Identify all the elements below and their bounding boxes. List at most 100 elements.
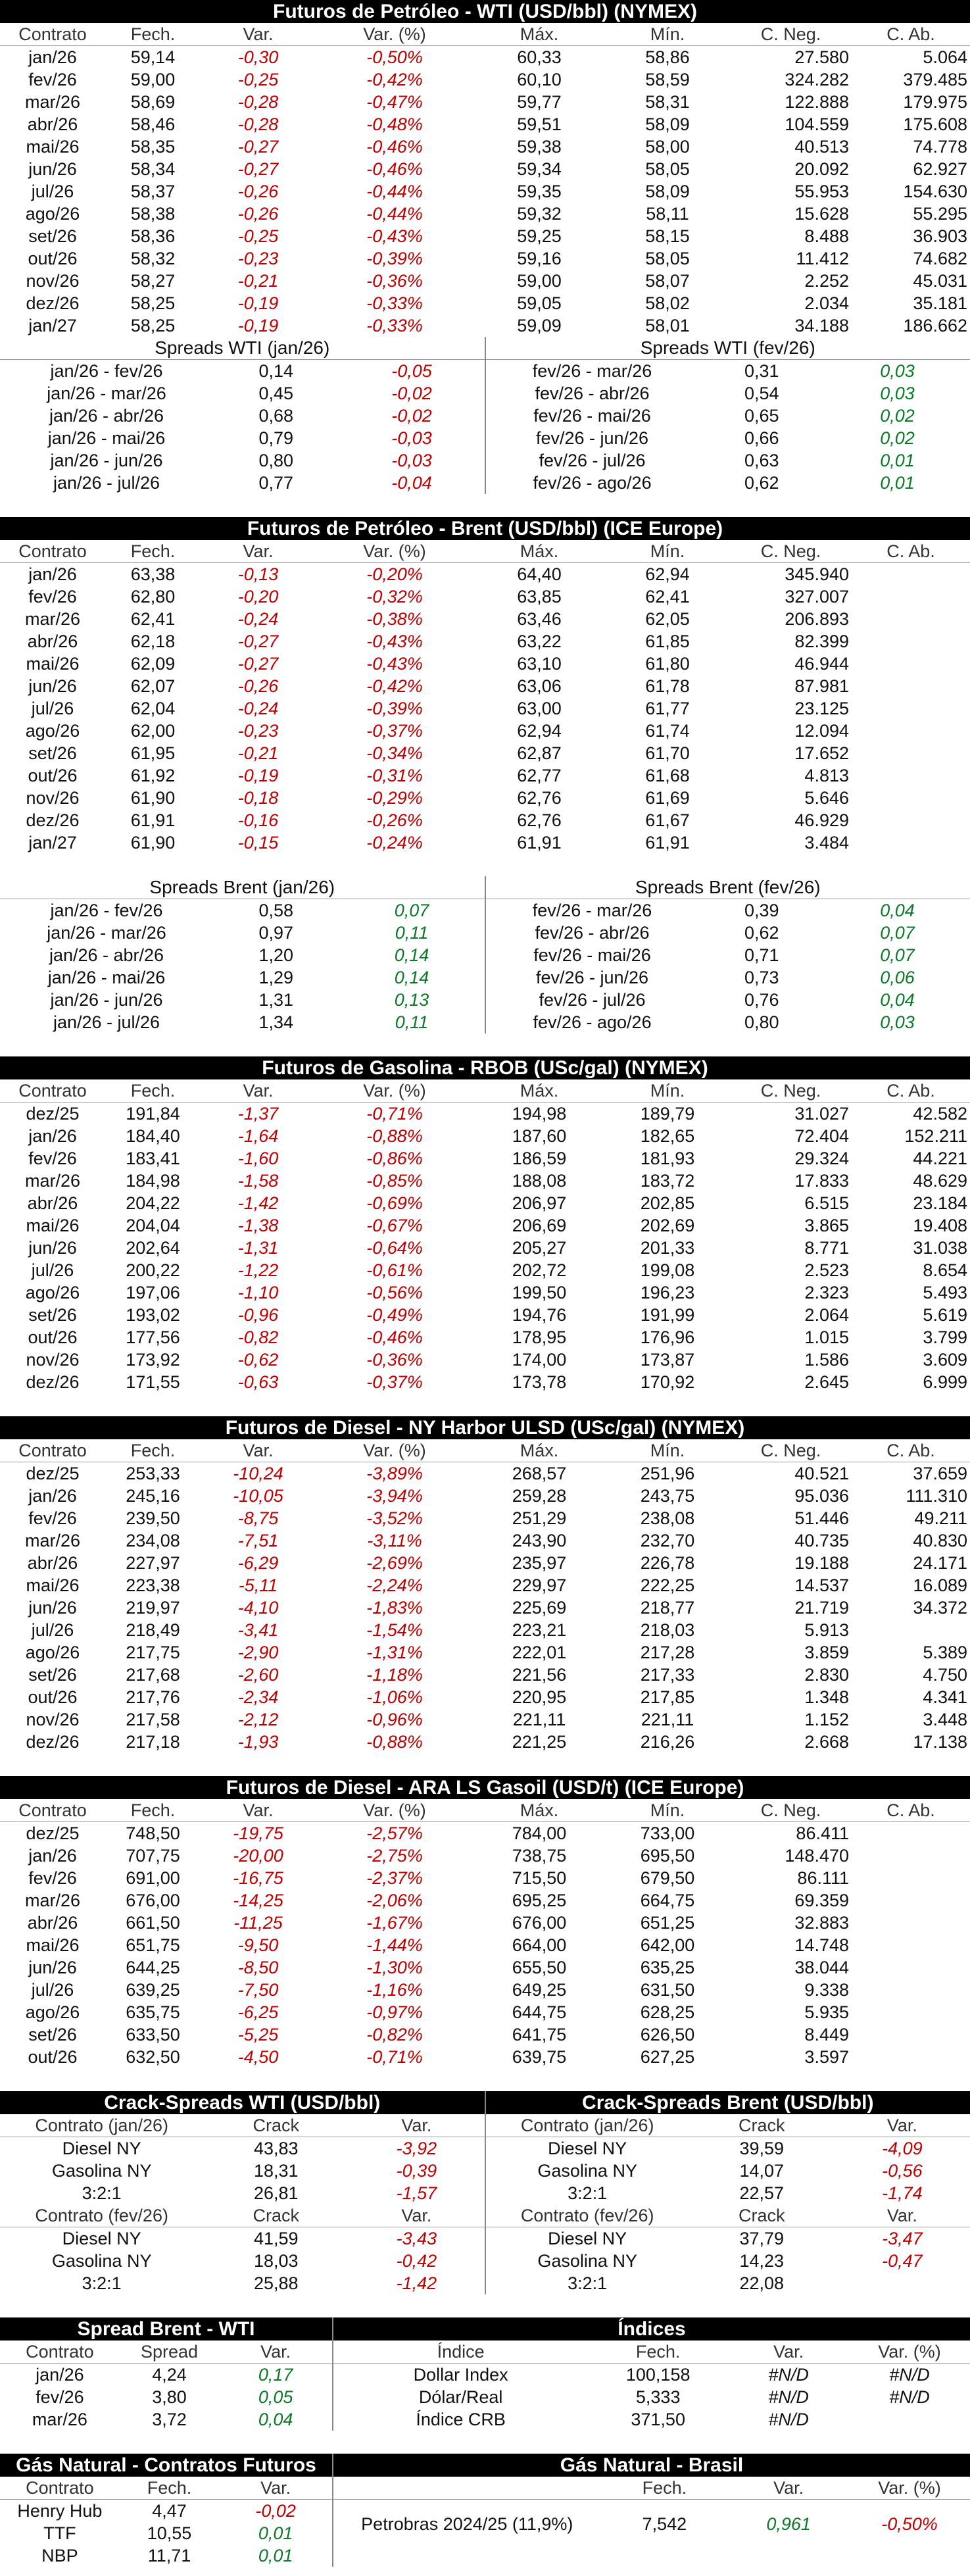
open-interest bbox=[852, 563, 970, 586]
close: 58,32 bbox=[130, 248, 176, 268]
table-row: jan/27 58,25 -0,19 -0,33% 59,09 58,01 34.188 18… bbox=[0, 314, 970, 337]
spread-value: 3,80 bbox=[152, 2387, 187, 2407]
change: -5,11 bbox=[238, 1575, 278, 1595]
spread-name: jan/26 - fev/26 bbox=[50, 900, 163, 920]
crack-value: 14,23 bbox=[739, 2250, 785, 2271]
change-pct: -0,43% bbox=[366, 631, 423, 651]
column-header: Mín. bbox=[605, 1799, 730, 1822]
high: 194,98 bbox=[512, 1103, 567, 1124]
high: 202,72 bbox=[512, 1260, 567, 1280]
high: 223,21 bbox=[512, 1620, 567, 1640]
wti-title: Futuros de Petróleo - WTI (USD/bbl) (NYM… bbox=[0, 0, 970, 23]
change: -1,10 bbox=[237, 1282, 279, 1302]
open-interest bbox=[852, 653, 970, 675]
contract: dez/26 bbox=[26, 1372, 80, 1392]
contract: out/26 bbox=[28, 1687, 78, 1707]
low: 61,77 bbox=[645, 698, 690, 718]
table-header: Contrato Fech. Var. Var. (%) Máx. Mín. C. Neg.… bbox=[0, 23, 970, 46]
open-interest bbox=[852, 1867, 970, 1889]
change-pct: -0,24% bbox=[366, 832, 423, 853]
change: -8,50 bbox=[237, 1957, 279, 1977]
change-pct: -0,44% bbox=[366, 181, 423, 201]
brent-spreads-jan-rows: jan/26 - fev/26 0,58 0,07 jan/26 - mar/26 0,… bbox=[0, 899, 485, 1033]
spread-change: 0,04 bbox=[258, 2409, 293, 2429]
spread-value: 0,58 bbox=[258, 900, 294, 920]
table-header: Contrato Fech. Var. Var. (%) Máx. Mín. C. Neg.… bbox=[0, 1079, 970, 1102]
high: 664,00 bbox=[512, 1935, 567, 1955]
crack-row: 3:2:1 25,88 -1,42 bbox=[0, 2272, 485, 2294]
spread-name: jan/26 - jul/26 bbox=[53, 1012, 160, 1032]
crack-change: -3,47 bbox=[882, 2228, 923, 2248]
volume: 104.559 bbox=[785, 114, 849, 134]
crack-row: Gasolina NY 14,23 -0,47 bbox=[486, 2250, 970, 2272]
open-interest: 24.171 bbox=[913, 1552, 967, 1573]
low: 58,59 bbox=[645, 69, 690, 89]
table-row: Dollar Index 100,158 #N/D #N/D bbox=[333, 2364, 970, 2387]
change-pct: -2,69% bbox=[366, 1552, 423, 1573]
change: -0,27 bbox=[237, 653, 279, 674]
crack-product: Diesel NY bbox=[62, 2228, 141, 2248]
change-pct: -2,06% bbox=[366, 1890, 423, 1910]
change-pct: -0,82% bbox=[366, 2024, 423, 2044]
rbob-table: Contrato Fech. Var. Var. (%) Máx. Mín. C. Neg.… bbox=[0, 1079, 970, 1393]
volume: 324.282 bbox=[785, 69, 849, 89]
contract: mar/26 bbox=[24, 91, 81, 112]
table-row: mar/26 234,08 -7,51 -3,11% 243,90 232,70 40.73… bbox=[0, 1529, 970, 1552]
contract: abr/26 bbox=[27, 1912, 78, 1933]
volume: 8.771 bbox=[804, 1237, 849, 1258]
index-value: 371,50 bbox=[631, 2409, 685, 2429]
spread-value: 0,39 bbox=[744, 900, 779, 920]
volume: 4.813 bbox=[804, 765, 849, 785]
change: -8,75 bbox=[237, 1508, 279, 1528]
column-header: Contrato bbox=[0, 23, 105, 46]
crack-value: 14,07 bbox=[739, 2160, 785, 2181]
open-interest bbox=[852, 1912, 970, 1934]
table-row: abr/26 227,97 -6,29 -2,69% 235,97 226,78 19.18… bbox=[0, 1552, 970, 1574]
column-header: Var. bbox=[349, 2114, 485, 2137]
contract: ago/26 bbox=[25, 720, 80, 741]
spread-value: 4,24 bbox=[152, 2364, 187, 2385]
open-interest bbox=[852, 1822, 970, 1845]
open-interest: 48.629 bbox=[913, 1170, 967, 1191]
contract: ago/26 bbox=[25, 1282, 80, 1302]
table-row: NBP 11,71 0,01 bbox=[0, 2544, 332, 2567]
high: 59,32 bbox=[517, 203, 562, 224]
high: 676,00 bbox=[512, 1912, 567, 1933]
change-pct: -0,64% bbox=[366, 1237, 423, 1258]
spread-change: 0,01 bbox=[880, 450, 915, 470]
volume: 148.470 bbox=[785, 1845, 849, 1866]
spread-row: jan/26 - fev/26 0,14 -0,05 bbox=[0, 360, 485, 382]
low: 627,25 bbox=[640, 2046, 695, 2067]
column-header: C. Neg. bbox=[730, 23, 852, 46]
wti-spreads-feb-title: Spreads WTI (fev/26) bbox=[485, 337, 970, 360]
spread-value: 0,54 bbox=[744, 383, 779, 403]
close: 202,64 bbox=[126, 1237, 180, 1258]
change-pct: -0,88% bbox=[366, 1731, 423, 1752]
table-row: mar/26 3,72 0,04 bbox=[0, 2408, 332, 2431]
column-header: Contrato bbox=[0, 1799, 105, 1822]
spread-row: jan/26 - fev/26 0,58 0,07 bbox=[0, 899, 485, 922]
volume: 1.586 bbox=[804, 1349, 849, 1370]
spread-change: 0,04 bbox=[880, 900, 915, 920]
high: 644,75 bbox=[512, 2002, 567, 2022]
close: 62,07 bbox=[130, 676, 176, 696]
open-interest: 36.903 bbox=[913, 226, 967, 246]
high: 59,16 bbox=[517, 248, 562, 268]
high: 205,27 bbox=[512, 1237, 567, 1258]
change: -0,21 bbox=[237, 743, 279, 763]
column-header: Var. (%) bbox=[316, 540, 473, 563]
table-row: ago/26 217,75 -2,90 -1,31% 222,01 217,28 3.859… bbox=[0, 1641, 970, 1664]
column-header: Crack bbox=[689, 2114, 835, 2137]
low: 217,28 bbox=[640, 1642, 695, 1662]
spread-name: fev/26 - ago/26 bbox=[533, 1012, 652, 1032]
change: -4,50 bbox=[237, 2046, 279, 2067]
low: 217,33 bbox=[640, 1664, 695, 1685]
column-header: Var. bbox=[201, 1079, 316, 1102]
low: 61,70 bbox=[645, 743, 690, 763]
open-interest: 55.295 bbox=[913, 203, 967, 224]
spread-change: 0,11 bbox=[395, 922, 429, 943]
contract: nov/26 bbox=[26, 787, 80, 808]
close: 58,34 bbox=[130, 159, 176, 179]
index-change: #N/D bbox=[768, 2409, 809, 2429]
wti-rows: Contrato Fech. Var. Var. (%) Máx. Mín. C. Neg.… bbox=[0, 23, 970, 337]
